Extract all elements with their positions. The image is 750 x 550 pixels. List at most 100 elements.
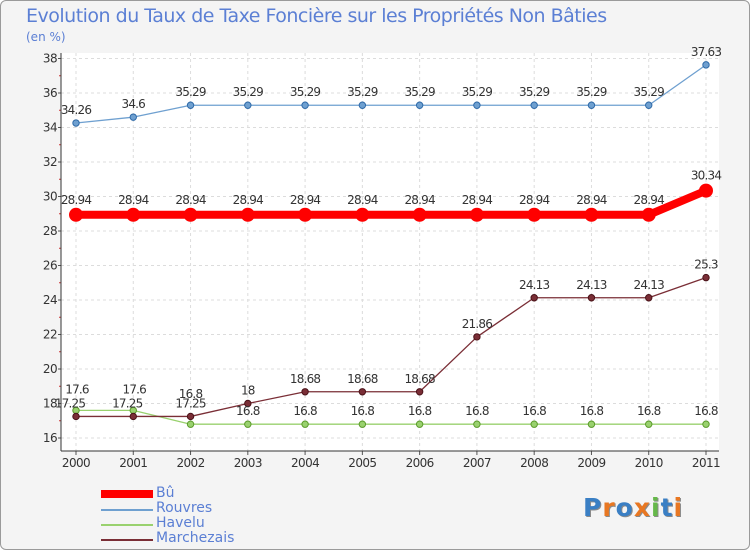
legend-label-marchezais: Marchezais — [156, 530, 235, 546]
data-label-havelu: 16.8 — [408, 404, 432, 418]
logo-letter-0: P — [583, 493, 603, 522]
logo-letter-1: r — [602, 493, 616, 522]
data-label-marchezais: 18.68 — [404, 372, 435, 386]
data-label-havelu: 17.6 — [123, 382, 147, 396]
data-point-havelu — [702, 420, 710, 428]
data-label-rouvres: 35.29 — [175, 85, 206, 99]
legend-swatch-bu — [101, 490, 153, 498]
y-tick-label: 38 — [43, 52, 57, 66]
data-point-havelu — [244, 420, 252, 428]
data-label-rouvres: 35.29 — [576, 85, 607, 99]
data-point-marchezais — [530, 294, 538, 302]
legend-label-havelu: Havelu — [156, 515, 205, 531]
data-label-marchezais: 17.25 — [112, 396, 143, 410]
data-point-rouvres — [415, 101, 424, 109]
data-point-marchezais — [186, 412, 195, 421]
legend-swatch-marchezais — [101, 539, 153, 541]
data-label-rouvres: 35.29 — [347, 85, 378, 99]
data-label-rouvres: 35.29 — [634, 85, 665, 99]
data-point-marchezais — [645, 294, 653, 302]
data-point-havelu — [301, 420, 309, 428]
x-tick-label: 2002 — [176, 456, 204, 470]
data-label-bû: 28.94 — [519, 193, 550, 207]
y-tick-label: 34 — [43, 121, 57, 135]
data-label-havelu: 16.8 — [179, 387, 203, 401]
data-point-marchezais — [473, 333, 481, 341]
chart-title: Evolution du Taux de Taxe Foncière sur l… — [26, 5, 607, 27]
x-tick-label: 2001 — [119, 456, 147, 470]
data-point-rouvres — [186, 101, 195, 109]
data-label-rouvres: 35.29 — [462, 85, 493, 99]
data-point-marchezais — [129, 412, 137, 421]
data-point-bû — [126, 207, 141, 222]
data-point-marchezais — [72, 412, 80, 421]
series-line-marchezais — [75, 276, 707, 418]
data-point-bû — [527, 207, 542, 222]
data-point-rouvres — [129, 113, 137, 121]
legend-swatch-havelu — [101, 524, 153, 526]
data-label-havelu: 17.6 — [65, 382, 89, 396]
y-tick-label: 28 — [43, 224, 57, 238]
y-tick-label: 32 — [43, 155, 57, 169]
data-label-marchezais: 18 — [241, 384, 255, 398]
data-label-rouvres: 37.63 — [691, 45, 722, 59]
data-label-bû: 28.94 — [61, 193, 92, 207]
plot-area — [61, 53, 719, 451]
data-point-havelu — [358, 420, 367, 428]
series-line-bû — [72, 186, 710, 219]
data-point-bû — [412, 207, 427, 222]
logo-letter-3: x — [633, 493, 651, 522]
data-label-rouvres: 35.29 — [404, 85, 435, 99]
data-point-rouvres — [473, 101, 481, 109]
data-label-marchezais: 18.68 — [347, 372, 378, 386]
data-point-rouvres — [358, 101, 367, 109]
data-point-havelu — [587, 420, 596, 428]
y-tick-label: 22 — [43, 328, 57, 342]
data-label-havelu: 16.8 — [580, 404, 604, 418]
x-tick-label: 2008 — [520, 456, 548, 470]
data-label-marchezais: 24.13 — [634, 278, 665, 292]
data-label-marchezais: 24.13 — [576, 278, 607, 292]
data-label-marchezais: 18.68 — [290, 372, 321, 386]
data-point-marchezais — [702, 273, 710, 282]
data-point-rouvres — [244, 101, 252, 109]
data-point-havelu — [530, 420, 538, 428]
data-label-havelu: 16.8 — [236, 404, 260, 418]
x-tick-label: 2006 — [406, 456, 434, 470]
data-label-bû: 28.94 — [233, 193, 264, 207]
logo-letter-6: i — [673, 493, 684, 522]
x-tick-label: 2007 — [463, 456, 491, 470]
data-point-havelu — [473, 420, 481, 428]
y-tick-label: 18 — [43, 397, 57, 411]
data-point-rouvres — [645, 101, 653, 109]
data-point-rouvres — [301, 101, 309, 109]
data-label-bû: 28.94 — [118, 193, 149, 207]
data-label-havelu: 16.8 — [351, 404, 375, 418]
data-label-marchezais: 17.25 — [55, 396, 86, 410]
proxiti-logo: Proxiti — [583, 493, 683, 522]
logo-letter-2: o — [615, 493, 634, 522]
data-point-marchezais — [244, 399, 252, 408]
legend-label-rouvres: Rouvres — [156, 500, 213, 516]
data-label-bû: 30.34 — [691, 169, 722, 183]
series-line-havelu — [75, 409, 707, 425]
logo-letter-5: t — [660, 493, 674, 522]
data-label-bû: 28.94 — [462, 193, 493, 207]
data-point-bû — [240, 207, 255, 222]
data-label-bû: 28.94 — [175, 193, 206, 207]
y-tick-label: 24 — [43, 293, 57, 307]
data-label-bû: 28.94 — [290, 193, 321, 207]
data-label-havelu: 16.8 — [694, 404, 718, 418]
data-label-rouvres: 35.29 — [519, 85, 550, 99]
y-tick-label: 20 — [43, 362, 57, 376]
data-label-rouvres: 34.6 — [122, 97, 146, 111]
data-point-marchezais — [301, 388, 309, 396]
series-line-rouvres — [75, 64, 707, 124]
y-tick-label: 26 — [43, 259, 57, 273]
data-label-marchezais: 25.3 — [694, 258, 718, 272]
x-tick-label: 2009 — [577, 456, 605, 470]
x-tick-label: 2005 — [348, 456, 376, 470]
data-point-bû — [699, 183, 713, 198]
data-point-rouvres — [587, 101, 596, 109]
data-label-bû: 28.94 — [347, 193, 378, 207]
